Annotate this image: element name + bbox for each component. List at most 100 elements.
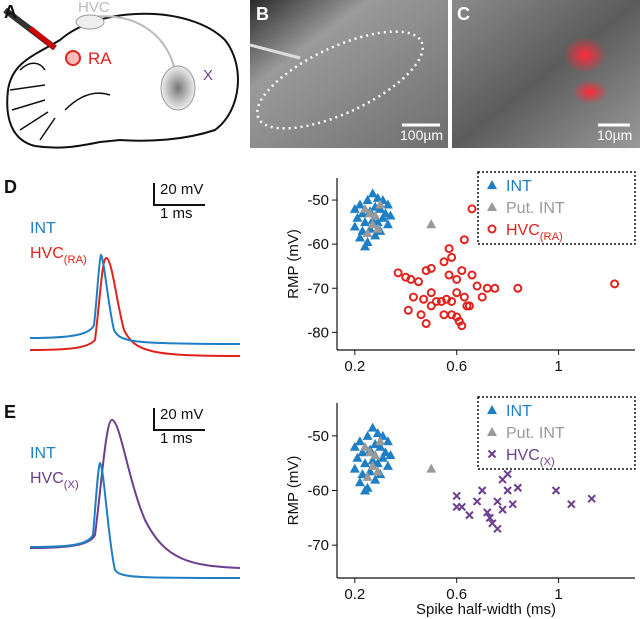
- label-hvc: HVC: [78, 0, 110, 16]
- x-axis-label: Spike half-width (ms): [416, 601, 556, 618]
- pipette: [249, 43, 301, 60]
- x-tick-label: 1: [554, 358, 562, 375]
- point: [370, 439, 381, 449]
- point: [360, 458, 371, 468]
- point: [459, 292, 469, 302]
- scale-label: 1 ms: [160, 430, 193, 447]
- point: [370, 449, 381, 459]
- point: [367, 455, 378, 465]
- point: [439, 310, 449, 320]
- point: [372, 223, 383, 233]
- point: [370, 210, 381, 220]
- point: [372, 428, 383, 438]
- point: [382, 219, 393, 229]
- point: [462, 301, 472, 311]
- trace-label: HVC(RA): [30, 245, 87, 266]
- point: [349, 203, 360, 213]
- point: [375, 199, 386, 209]
- scale-label: 10µm: [597, 127, 632, 143]
- point: [349, 221, 360, 231]
- point: [447, 296, 457, 306]
- legend-box: [477, 171, 636, 245]
- point: [485, 513, 495, 523]
- scale-label: 20 mV: [160, 181, 203, 198]
- hvc: [75, 14, 105, 30]
- point: [377, 452, 388, 462]
- brain-sketch: [6, 12, 239, 149]
- point: [477, 486, 487, 495]
- point: [377, 212, 388, 222]
- point: [426, 463, 437, 473]
- scale-label: 20 mV: [160, 406, 203, 423]
- fluorescence: [563, 37, 607, 73]
- point: [367, 188, 378, 198]
- point: [508, 499, 517, 509]
- point: [447, 252, 457, 262]
- point: [414, 277, 424, 287]
- trace-label: INT: [30, 445, 56, 462]
- point: [362, 430, 373, 440]
- panel-label: E: [4, 402, 16, 422]
- panel-label: D: [4, 177, 17, 197]
- point: [367, 219, 378, 229]
- label-ra: RA: [88, 49, 112, 68]
- point: [490, 283, 500, 293]
- point: [426, 263, 436, 273]
- point: [362, 471, 373, 481]
- point: [457, 266, 467, 276]
- point: [426, 219, 437, 229]
- point: [587, 494, 596, 503]
- legend-marker: [487, 405, 497, 414]
- y-axis-label: RMP (mV): [285, 456, 302, 526]
- point: [349, 463, 360, 473]
- y-tick-label: -50: [307, 192, 329, 209]
- point: [444, 270, 454, 280]
- point: [426, 288, 436, 298]
- point: [370, 230, 381, 240]
- x-tick-label: 0.6: [446, 586, 467, 603]
- y-tick-label: -70: [307, 537, 329, 554]
- point: [493, 497, 502, 506]
- legend-marker: [487, 224, 497, 234]
- legend-marker: [487, 202, 497, 211]
- point: [452, 491, 461, 501]
- point: [465, 510, 474, 520]
- point: [362, 228, 373, 238]
- point: [513, 283, 523, 293]
- point: [354, 199, 365, 209]
- point: [503, 486, 512, 495]
- point: [367, 422, 378, 432]
- legend-label: Put. INT: [506, 200, 565, 217]
- panel-label: B: [256, 4, 269, 24]
- legend-label: INT: [506, 178, 532, 195]
- y-tick-label: -70: [307, 280, 329, 297]
- point: [431, 296, 441, 306]
- point: [403, 305, 413, 315]
- point: [421, 319, 431, 329]
- point: [360, 485, 371, 495]
- legend-label: Put. INT: [506, 425, 565, 442]
- point: [452, 502, 461, 512]
- trace-label: HVC(X): [30, 470, 79, 491]
- point: [357, 447, 368, 457]
- image-c: [452, 0, 640, 148]
- point: [365, 208, 376, 218]
- trace: [29, 461, 241, 579]
- point: [426, 301, 436, 311]
- point: [459, 235, 469, 245]
- point: [375, 441, 386, 451]
- trace: [29, 253, 241, 345]
- point: [444, 244, 454, 254]
- point: [503, 469, 512, 479]
- y-tick-label: -50: [307, 428, 329, 445]
- y-tick-label: -60: [307, 236, 329, 253]
- point: [375, 436, 386, 446]
- panel-label: A: [4, 2, 17, 22]
- syringe-fill: [28, 26, 57, 50]
- point: [382, 199, 393, 209]
- point: [349, 441, 360, 451]
- point: [372, 458, 383, 468]
- legend-marker: [487, 427, 497, 436]
- legend-marker: [487, 449, 497, 459]
- point: [439, 257, 449, 267]
